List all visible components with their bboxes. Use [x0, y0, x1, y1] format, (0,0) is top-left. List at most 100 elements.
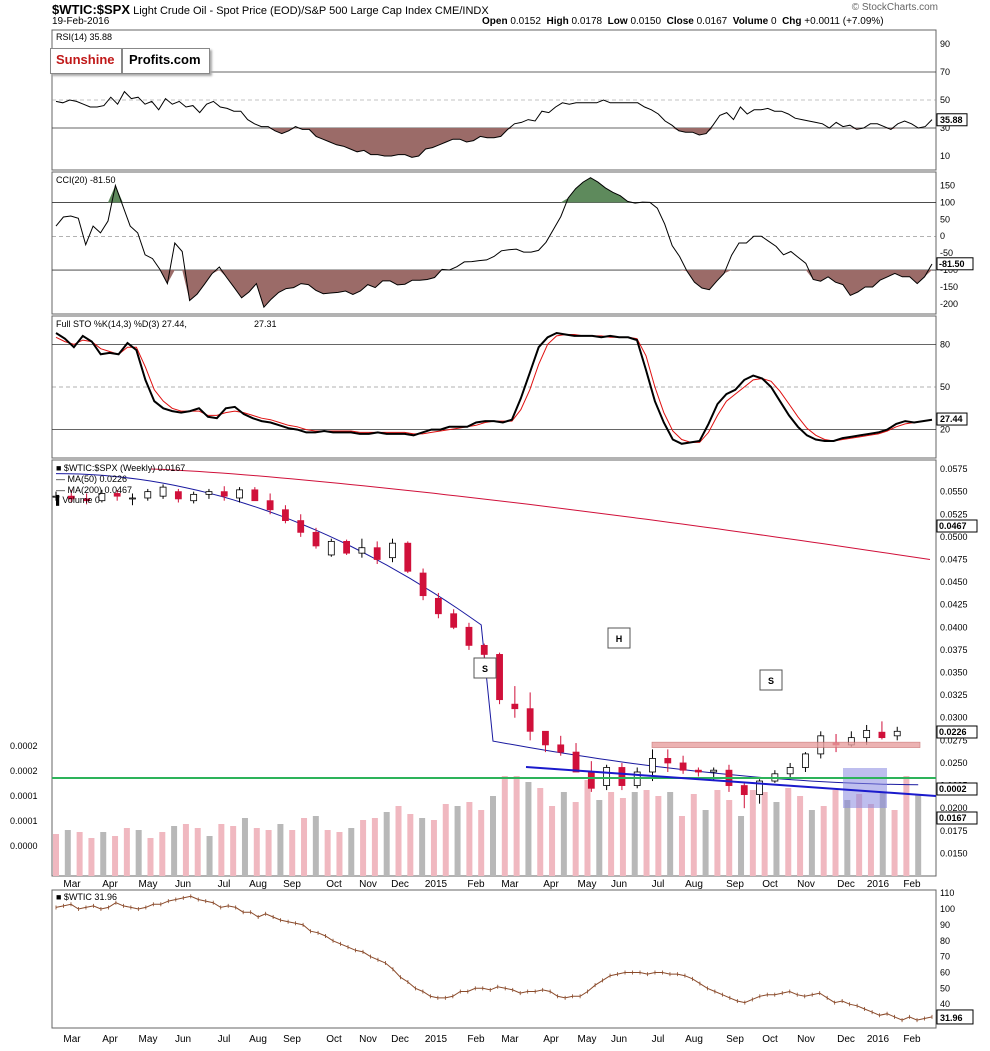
wtic-x-label: Nov	[797, 1034, 815, 1045]
volume-bar	[690, 794, 697, 876]
volume-bar	[867, 804, 874, 876]
price-x-label: Jul	[652, 879, 665, 890]
volume-bar	[348, 828, 355, 876]
candle-body	[144, 491, 152, 499]
candle-body	[863, 730, 871, 739]
price-x-label: May	[578, 879, 597, 890]
rsi-title: RSI(14) 35.88	[56, 32, 112, 42]
volume-bar	[572, 802, 579, 876]
resistance-box	[651, 741, 921, 748]
volume-bar	[655, 796, 662, 876]
wtic-x-label: Aug	[249, 1034, 267, 1045]
candle-body	[98, 493, 106, 502]
volume-bar	[785, 788, 792, 876]
volume-tick-label: 0.0001	[10, 791, 38, 801]
sto-value-tag	[936, 412, 968, 426]
volume-bar	[301, 818, 308, 876]
price-tick-label: 0.0325	[940, 690, 968, 700]
volume-tick-label: 0.0002	[10, 741, 38, 751]
candle-body	[465, 626, 473, 646]
volume-bar	[383, 812, 390, 876]
candle-body	[740, 785, 748, 796]
rsi-tick-label: 10	[940, 151, 950, 161]
volume-bar	[466, 802, 473, 876]
cci-tick-label: 150	[940, 181, 955, 191]
wtic-x-label: Feb	[467, 1034, 485, 1045]
wtic-line	[55, 895, 933, 1021]
description-label: Light Crude Oil - Spot Price (EOD)/S&P 5…	[133, 5, 432, 17]
ma200-line	[150, 468, 931, 560]
wtic-x-label: Nov	[359, 1034, 377, 1045]
wtic-x-label: Oct	[326, 1034, 342, 1045]
sunshine-profits-logo: Sunshine Profits.com	[50, 48, 210, 74]
cci-oversold-fill	[56, 270, 932, 308]
price-x-label: Sep	[283, 879, 301, 890]
volume-bar	[135, 830, 142, 876]
price-x-label: Jul	[218, 879, 231, 890]
candle-body	[312, 531, 320, 547]
price-x-label: Oct	[762, 879, 778, 890]
volume-bar	[241, 818, 248, 876]
price-tick-label: 0.0500	[940, 532, 968, 542]
ma200-legend: — MA(200) 0.0467	[56, 485, 132, 495]
wtic-x-label: Sep	[726, 1034, 744, 1045]
price-tick-label: 0.0475	[940, 554, 968, 564]
candle-body	[511, 703, 519, 710]
volume-bar	[182, 824, 189, 876]
volume-bar	[159, 832, 166, 876]
sto-value-tag-text: 27.44	[940, 414, 963, 424]
price-x-label: Feb	[467, 879, 485, 890]
candle-body	[236, 489, 243, 499]
cci-tick-label: -150	[940, 282, 958, 292]
wtic-x-label: Oct	[762, 1034, 778, 1045]
volume-bar	[123, 828, 130, 876]
volume-bar	[631, 792, 638, 876]
candle-body	[205, 491, 213, 495]
candle-body	[526, 708, 534, 732]
wtic-x-label: Feb	[903, 1034, 921, 1045]
price-x-label: Apr	[102, 879, 118, 890]
candle-body	[618, 767, 626, 786]
wtic-tick-label: 40	[940, 999, 950, 1009]
logo-part2: Profits.com	[129, 52, 201, 67]
candle-body	[159, 486, 167, 497]
volume-bar	[714, 790, 721, 876]
volume-bar	[501, 776, 508, 876]
wtic-tick-label: 110	[940, 888, 954, 898]
price-tick-label: 0.0300	[940, 713, 968, 723]
wtic-x-label: Mar	[501, 1034, 519, 1045]
price-x-label: 2015	[425, 879, 448, 890]
candle-body	[496, 654, 503, 701]
pattern-label: H	[616, 634, 623, 644]
volume-bar	[808, 810, 815, 876]
low-value: 0.0150	[630, 16, 662, 27]
chart-title: $WTIC:$SPX Light Crude Oil - Spot Price …	[52, 2, 489, 17]
pattern-label-box	[759, 669, 783, 691]
candle-body	[113, 493, 121, 497]
cci-title: CCI(20) -81.50	[56, 175, 116, 185]
sto-title: Full STO %K(14,3) %D(3) 27.44,	[56, 319, 187, 329]
price-tick-label: 0.0550	[940, 487, 968, 497]
candle-body	[450, 613, 458, 628]
price-x-label: Nov	[797, 879, 815, 890]
volume-bar	[619, 798, 626, 876]
volume-bar	[596, 800, 603, 876]
volume-bar	[430, 820, 437, 876]
cci-tick-label: 0	[940, 231, 945, 241]
candle-body	[649, 758, 656, 773]
price-x-label: Jun	[175, 879, 191, 890]
high-value: 0.0178	[571, 16, 603, 27]
volume-value: 0	[770, 16, 777, 27]
volume-bar	[525, 782, 532, 876]
price-x-label: Aug	[685, 879, 703, 890]
open-value: 0.0152	[510, 16, 541, 27]
candle-body	[190, 493, 198, 502]
candle-body	[220, 491, 228, 497]
volume-bar	[64, 830, 71, 876]
wtic-tick-label: 60	[940, 967, 950, 977]
wtic-x-label: Dec	[391, 1034, 409, 1045]
cci-tick-label: 50	[940, 214, 950, 224]
volume-bar	[454, 806, 461, 876]
ma50-line	[55, 473, 919, 786]
chart-header: $WTIC:$SPX Light Crude Oil - Spot Price …	[0, 0, 990, 28]
